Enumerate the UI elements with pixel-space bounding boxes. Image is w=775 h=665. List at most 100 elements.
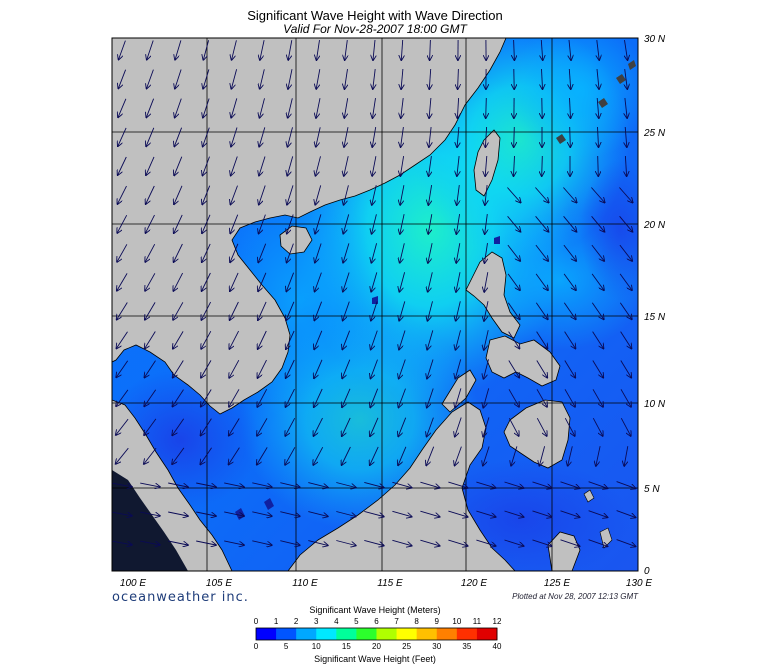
wave-arrow — [616, 510, 636, 518]
wave-arrow — [429, 68, 430, 89]
wave-arrow — [508, 331, 520, 349]
wave-arrow — [620, 360, 631, 378]
wave-arrow — [285, 417, 296, 436]
colorbar-swatch — [356, 628, 377, 640]
wave-arrow — [619, 216, 633, 231]
wave-arrow — [507, 273, 520, 290]
wave-arrow — [532, 510, 552, 517]
wave-arrow — [401, 68, 403, 89]
wave-arrow — [591, 216, 605, 231]
wave-arrow — [400, 243, 405, 262]
wave-arrow — [145, 360, 156, 378]
wave-arrow — [118, 156, 127, 175]
wave-arrow — [202, 214, 211, 233]
land-mindanao — [503, 399, 571, 469]
colorbar-tick-meters: 4 — [334, 617, 339, 626]
wave-arrow — [625, 155, 626, 176]
wave-arrow — [420, 539, 439, 546]
wave-arrow — [229, 330, 239, 349]
wave-arrow — [511, 446, 518, 465]
wave-arrow — [536, 389, 547, 406]
wave-arrow — [172, 447, 185, 464]
wave-arrow — [259, 127, 266, 146]
wave-arrow — [401, 39, 402, 60]
wave-arrow — [259, 156, 266, 176]
wave-arrow — [118, 69, 127, 89]
wave-arrow — [144, 389, 157, 406]
wave-arrow — [588, 510, 608, 518]
wave-arrow — [343, 301, 350, 321]
wave-arrow — [616, 481, 636, 489]
wave-arrow — [620, 417, 630, 436]
wave-arrow — [563, 244, 576, 261]
wave-arrow — [258, 330, 267, 349]
wave-arrow — [315, 243, 322, 263]
wave-arrow — [591, 302, 603, 319]
colorbar-tick-meters: 9 — [434, 617, 439, 626]
wave-arrow — [620, 331, 632, 349]
wave-arrow — [392, 481, 411, 487]
wave-arrow — [373, 39, 375, 60]
wave-arrow — [535, 216, 549, 231]
wave-arrow — [592, 360, 603, 378]
brand-logo-text: oceanweather inc. — [112, 590, 249, 605]
colorbar-tick-meters: 2 — [293, 617, 299, 626]
wave-arrow — [484, 359, 489, 378]
wave-arrow — [144, 418, 157, 435]
wave-arrow — [116, 360, 129, 377]
lon-label-105e: 105 E — [206, 578, 232, 589]
colorbar-swatch — [456, 628, 478, 640]
wave-arrow — [448, 539, 467, 546]
wave-arrow — [258, 243, 267, 263]
lon-label-125e: 125 E — [544, 578, 570, 589]
wave-arrow — [112, 511, 132, 516]
wave-arrow — [429, 127, 431, 147]
wave-arrow — [258, 301, 267, 320]
wave-arrow — [286, 301, 295, 320]
wave-arrow — [146, 185, 155, 204]
wave-arrow — [202, 185, 211, 205]
wave-arrow — [508, 360, 519, 378]
colorbar-swatch — [396, 628, 418, 640]
wave-arrow — [230, 301, 239, 320]
wave-arrow — [428, 214, 433, 234]
wave-arrow — [563, 302, 575, 319]
wave-arrow — [258, 272, 267, 291]
wave-arrow — [140, 482, 160, 487]
wave-arrow — [598, 126, 599, 147]
wave-arrow — [201, 330, 212, 349]
wave-arrow — [343, 243, 350, 262]
wave-arrow — [117, 273, 128, 290]
wave-arrow — [259, 214, 266, 234]
wave-arrow — [485, 243, 488, 263]
wave-arrow — [542, 68, 543, 89]
wave-arrow — [257, 388, 268, 407]
wave-arrow — [342, 446, 351, 465]
wave-arrow — [430, 39, 431, 60]
wave-arrow — [231, 156, 238, 176]
wave-arrow — [203, 69, 210, 88]
wave-arrow — [625, 69, 628, 89]
wave-arrow — [484, 301, 489, 321]
wave-arrow — [536, 360, 547, 378]
wave-arrow — [483, 388, 490, 407]
wave-arrow — [168, 482, 188, 487]
wave-arrow — [401, 98, 403, 118]
wave-arrow — [224, 482, 244, 487]
wave-arrow — [536, 331, 548, 349]
wave-arrow — [173, 389, 184, 407]
wave-arrow — [392, 510, 411, 516]
wave-arrow — [308, 511, 327, 517]
wave-arrow — [286, 330, 295, 349]
lon-label-110e: 110 E — [292, 578, 318, 589]
wave-arrow — [624, 446, 629, 466]
wave-arrow — [175, 69, 182, 89]
wave-arrow — [336, 482, 355, 488]
wave-arrow — [286, 388, 295, 407]
wave-arrow — [231, 69, 238, 88]
wave-arrow — [230, 243, 239, 262]
wave-arrow — [536, 417, 546, 436]
wave-arrow — [203, 127, 210, 147]
wave-arrow — [280, 482, 299, 488]
wave-arrow — [507, 187, 520, 203]
